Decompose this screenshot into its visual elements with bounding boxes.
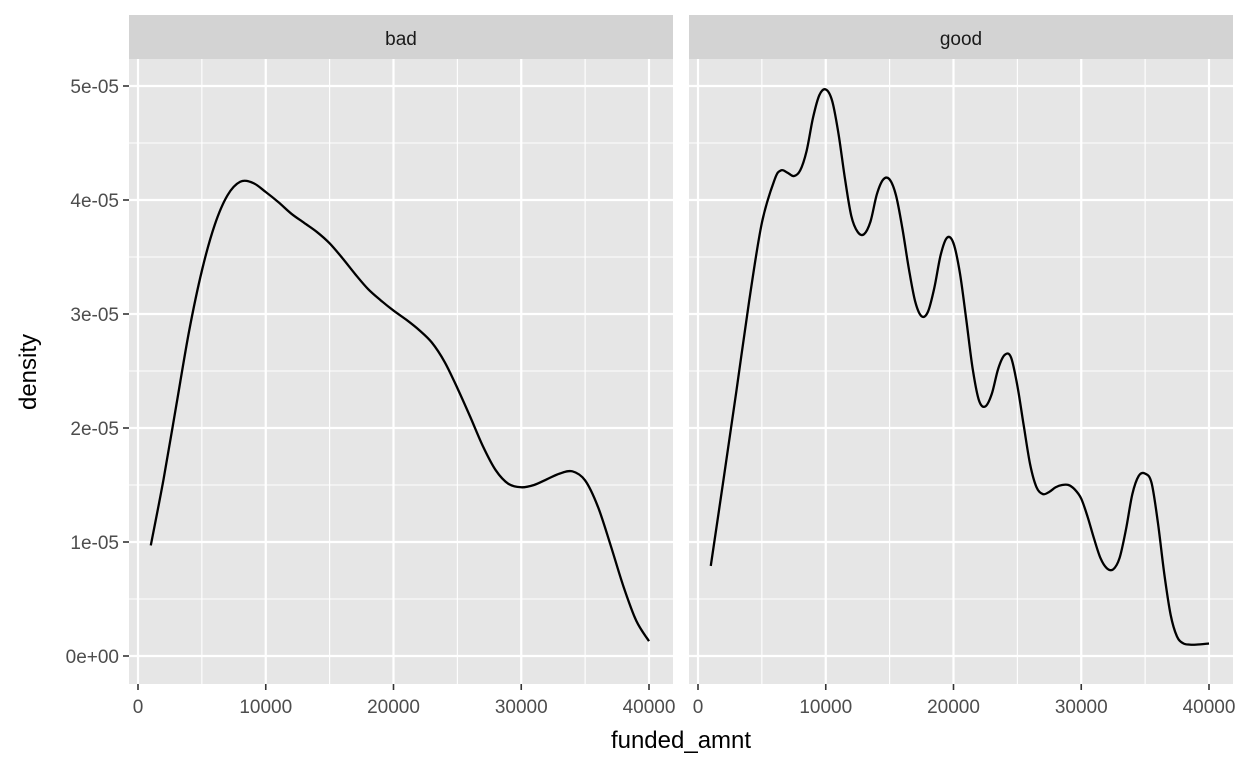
x-tick-label: 0 [133,697,144,718]
facet-panel-bad: bad [129,15,673,684]
facet-panels: bad good [129,15,1233,684]
x-tick-label: 10000 [239,697,292,718]
y-tick-label: 3e-05 [70,305,119,326]
y-tick-label: 1e-05 [70,533,119,554]
x-tick-label: 20000 [927,697,980,718]
x-axis: 0 10000 20000 30000 40000 0 10000 20000 30000 400… [133,684,1236,718]
x-tick-label: 10000 [799,697,852,718]
x-tick-label: 0 [693,697,704,718]
x-tick-label: 20000 [367,697,420,718]
x-tick-label: 40000 [623,697,676,718]
x-axis-title: funded_amnt [611,727,751,754]
y-tick-label: 4e-05 [70,191,119,212]
facet-panel-good: good [689,15,1233,684]
y-tick-label: 5e-05 [70,77,119,98]
x-tick-label: 30000 [1055,697,1108,718]
y-axis: 0e+00 1e-05 2e-05 3e-05 4e-05 5e-05 [66,77,129,668]
x-tick-label: 40000 [1183,697,1236,718]
y-tick-label: 0e+00 [66,647,119,668]
y-tick-label: 2e-05 [70,419,119,440]
x-tick-label: 30000 [495,697,548,718]
y-axis-title: density [15,334,42,410]
facet-strip-label: good [940,29,982,50]
facet-strip-label: bad [385,29,417,50]
